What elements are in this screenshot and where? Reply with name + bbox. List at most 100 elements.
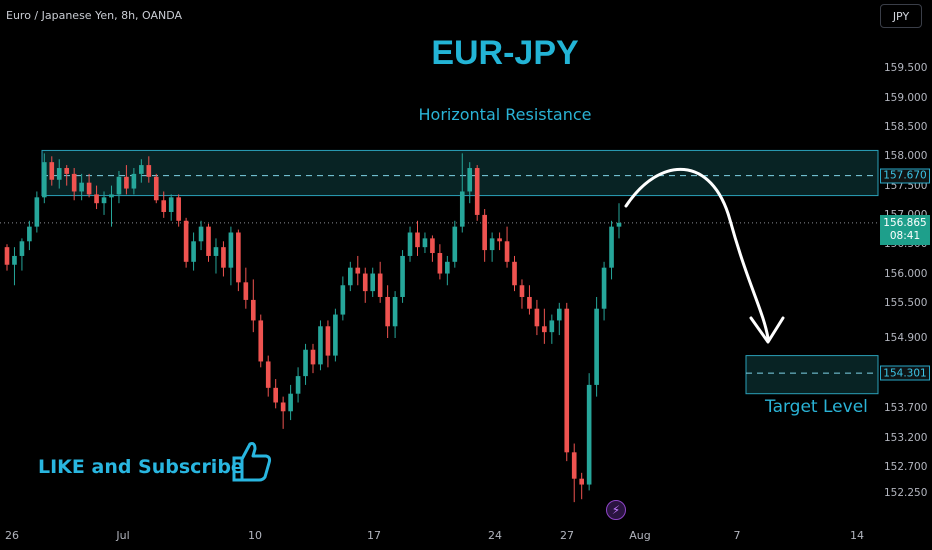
candle-body <box>407 232 413 256</box>
bar-countdown: 08:41 <box>889 229 921 242</box>
candle-body <box>355 267 361 274</box>
resistance-zone <box>41 149 879 197</box>
candle-body <box>459 191 465 227</box>
candle-body <box>318 326 323 365</box>
candle-body <box>221 247 226 268</box>
candle-body <box>288 393 293 412</box>
candle-body <box>542 326 547 333</box>
candle-body <box>176 197 181 221</box>
candle-body <box>19 241 25 256</box>
lightning-icon[interactable]: ⚡ <box>606 500 626 520</box>
candle-body <box>571 452 577 479</box>
candle-body <box>437 253 443 274</box>
projection-arrowhead <box>749 316 785 344</box>
price-tick-label: 153.200 <box>884 431 928 444</box>
candle-body <box>609 226 614 268</box>
target-price-badge: 154.301 <box>880 365 930 381</box>
projection-arrow <box>624 168 770 340</box>
candle-body <box>258 320 264 362</box>
candle-body <box>243 282 249 300</box>
candle-body <box>64 168 70 174</box>
candle-body <box>42 162 47 198</box>
time-tick-label: 10 <box>248 529 262 542</box>
candle-body <box>94 194 99 204</box>
price-tick-label: 156.000 <box>884 267 928 280</box>
candle-body <box>400 255 405 297</box>
candle-body <box>101 197 107 204</box>
candle-body <box>310 349 316 365</box>
time-tick-label: Jul <box>116 529 130 542</box>
candle-body <box>586 384 592 485</box>
target-zone <box>745 355 879 395</box>
symbol-label: Euro / Japanese Yen, 8h, OANDA <box>6 9 183 22</box>
candle-body <box>504 241 510 262</box>
candle-body <box>153 176 159 201</box>
price-tick-label: 158.500 <box>884 120 928 133</box>
time-tick-label: 14 <box>850 529 864 542</box>
candle-body <box>34 197 40 227</box>
candle-body <box>265 361 271 388</box>
candle-body <box>161 200 167 212</box>
candle-body <box>146 165 152 177</box>
candle-body <box>556 308 562 321</box>
price-tick-label: 158.000 <box>884 150 928 163</box>
candle-body <box>131 173 137 189</box>
candle-body <box>4 247 10 265</box>
time-tick-label: 27 <box>560 529 574 542</box>
candle-body <box>191 241 196 262</box>
candle-body <box>124 176 129 189</box>
price-tick-label: 154.900 <box>884 332 928 344</box>
candle-body <box>348 267 353 286</box>
time-tick-label: 17 <box>367 529 381 542</box>
candle-body <box>527 296 532 309</box>
candle-body <box>497 238 502 242</box>
candle-body <box>79 182 84 192</box>
candle-body <box>519 285 525 297</box>
price-tick-label: 152.700 <box>884 460 928 473</box>
candle-body <box>333 314 338 356</box>
candle-body <box>564 308 570 453</box>
candle-body <box>27 226 32 242</box>
candle-body <box>392 296 398 327</box>
candle-body <box>430 238 435 254</box>
candle-body <box>467 168 473 192</box>
chart-title: EUR-JPY <box>431 34 579 72</box>
candle-body <box>377 273 383 297</box>
candle-body <box>385 296 390 327</box>
candle-body <box>295 376 301 394</box>
candle-body <box>280 402 286 412</box>
candle-body <box>12 255 17 265</box>
candle-body <box>445 261 450 274</box>
candle-body <box>594 308 599 385</box>
candle-body <box>474 168 480 215</box>
currency-button[interactable]: JPY <box>880 4 922 28</box>
candle-body <box>370 273 376 292</box>
candle-body <box>183 220 189 262</box>
candle-body <box>116 176 122 195</box>
candle-body <box>303 349 308 377</box>
price-tick-label: 153.700 <box>884 402 928 415</box>
time-tick-label: 7 <box>733 529 741 542</box>
candle-body <box>168 197 174 212</box>
candle-body <box>415 232 420 248</box>
like-subscribe-text: LIKE and Subscribe <box>38 456 244 478</box>
resistance-price-badge: 157.670 <box>880 168 930 184</box>
candle-body <box>422 238 428 248</box>
current-price-badge: 156.865 08:41 <box>880 214 930 245</box>
thumbs-up-icon <box>232 442 272 482</box>
zones-layer <box>0 149 879 395</box>
candle-body <box>325 326 331 356</box>
candle-body <box>616 222 622 227</box>
candles-layer <box>4 153 622 503</box>
candle-body <box>236 232 241 283</box>
candle-body <box>482 214 487 251</box>
resistance-label: Horizontal Resistance <box>418 105 592 124</box>
candle-body <box>601 267 607 309</box>
candle-body <box>273 387 278 403</box>
candle-body <box>549 320 555 333</box>
candle-body <box>71 173 77 192</box>
candle-body <box>579 478 584 485</box>
candle-body <box>250 299 256 321</box>
candle-body <box>49 162 55 180</box>
